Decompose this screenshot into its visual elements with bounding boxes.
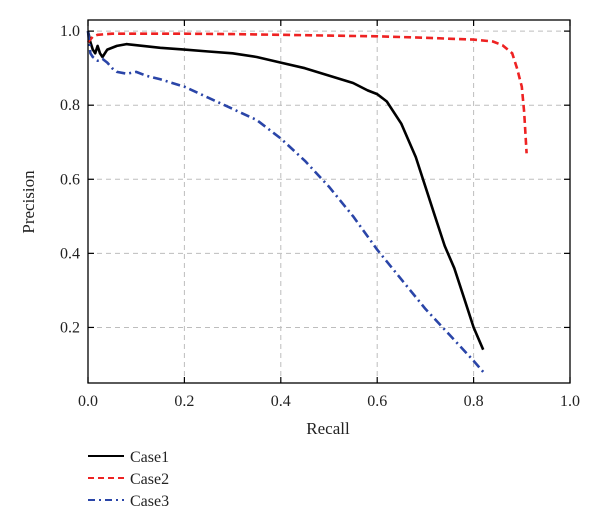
x-tick-label: 0.8 [464, 393, 484, 410]
axis-ticks: 0.0 0.2 0.4 0.6 0.8 1.0 0.2 0.4 0.6 0.8 1.0 [60, 20, 580, 410]
series-line-case3 [86, 30, 485, 373]
plot-frame [87, 19, 571, 384]
x-tick-label: 1.0 [560, 393, 580, 410]
y-tick-label: 0.6 [60, 171, 80, 188]
x-tick-label: 0.2 [174, 393, 194, 410]
grid [88, 20, 570, 383]
x-axis-label: Recall [306, 419, 350, 438]
legend-label-case1: Case1 [130, 449, 169, 466]
series-line-case1 [86, 30, 485, 351]
legend-label-case2: Case2 [130, 471, 169, 488]
x-tick-label: 0.6 [367, 393, 387, 410]
x-tick-label: 0.0 [78, 393, 98, 410]
y-tick-label: 0.2 [60, 319, 80, 336]
y-tick-label: 1.0 [60, 23, 80, 40]
y-axis-label: Precision [19, 170, 38, 234]
series-lines [86, 30, 528, 373]
x-tick-label: 0.4 [271, 393, 291, 410]
series-line-case2 [87, 32, 528, 154]
y-tick-label: 0.8 [60, 97, 80, 114]
legend: Case1 Case2 Case3 [88, 449, 169, 510]
y-tick-label: 0.4 [60, 245, 80, 262]
legend-label-case3: Case3 [130, 493, 169, 510]
